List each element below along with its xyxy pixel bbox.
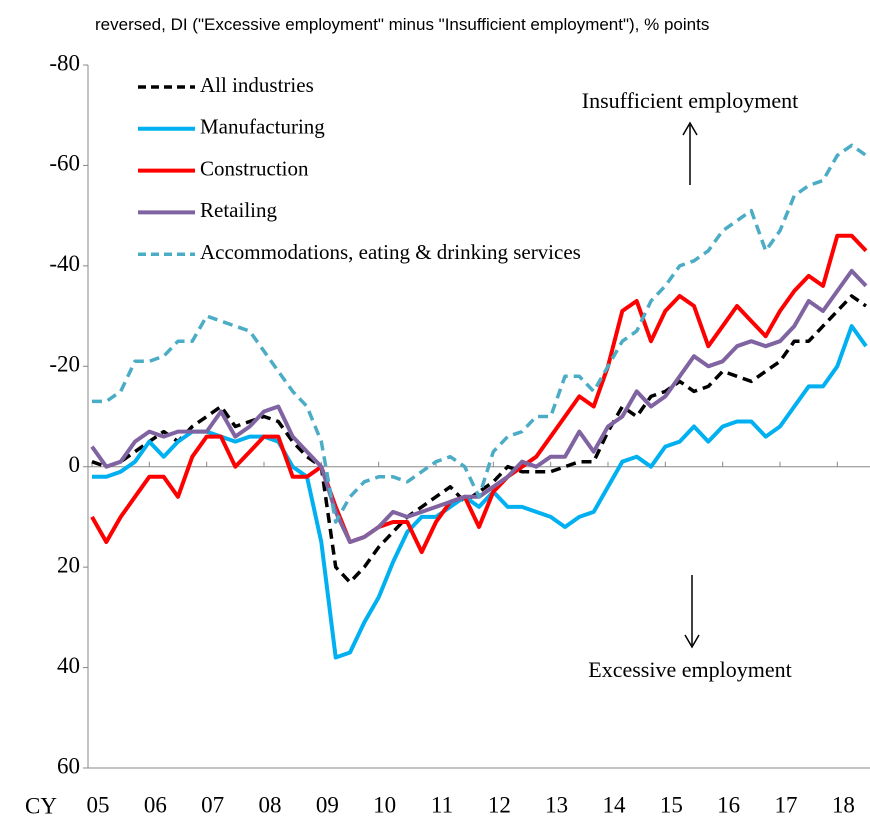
series-line: [90, 268, 868, 544]
x-axis-label: CY: [25, 793, 57, 818]
y-tick-label: -60: [49, 151, 80, 176]
annotation: Insufficient employment: [582, 88, 799, 113]
y-tick-label: 20: [57, 552, 80, 577]
legend-label: Accommodations, eating & drinking servic…: [200, 240, 581, 264]
x-tick-label: 08: [259, 792, 282, 817]
x-tick-label: 09: [316, 792, 339, 817]
x-tick-label: 14: [603, 792, 627, 817]
legend-label: Construction: [200, 156, 309, 180]
x-tick-label: 05: [87, 792, 110, 817]
subtitle: reversed, DI ("Excessive employment" min…: [95, 15, 710, 34]
y-tick-label: -20: [49, 352, 80, 377]
x-tick-label: 10: [373, 792, 396, 817]
y-tick-label: -40: [49, 251, 80, 276]
legend-label: Manufacturing: [200, 115, 325, 139]
x-tick-label: 18: [832, 792, 855, 817]
series-line: [91, 294, 868, 584]
x-tick-label: 07: [201, 792, 224, 817]
y-tick-label: 40: [57, 653, 80, 678]
annotation: Excessive employment: [588, 657, 791, 682]
x-tick-label: 13: [545, 792, 568, 817]
x-tick-label: 06: [144, 792, 167, 817]
x-tick-label: 11: [431, 792, 453, 817]
x-tick-label: 17: [775, 792, 798, 817]
y-tick-label: 0: [69, 452, 81, 477]
arrow-head: [684, 634, 700, 649]
legend-label: Retailing: [200, 198, 277, 222]
series-line: [90, 233, 868, 555]
x-tick-label: 15: [660, 792, 683, 817]
y-tick-label: 60: [57, 753, 80, 778]
arrow-head: [682, 121, 698, 136]
series-line: [92, 324, 868, 660]
x-tick-label: 16: [717, 792, 740, 817]
x-tick-label: 12: [488, 792, 511, 817]
legend-label: All industries: [200, 73, 314, 97]
series-line: [92, 143, 868, 524]
y-tick-label: -80: [49, 50, 80, 75]
